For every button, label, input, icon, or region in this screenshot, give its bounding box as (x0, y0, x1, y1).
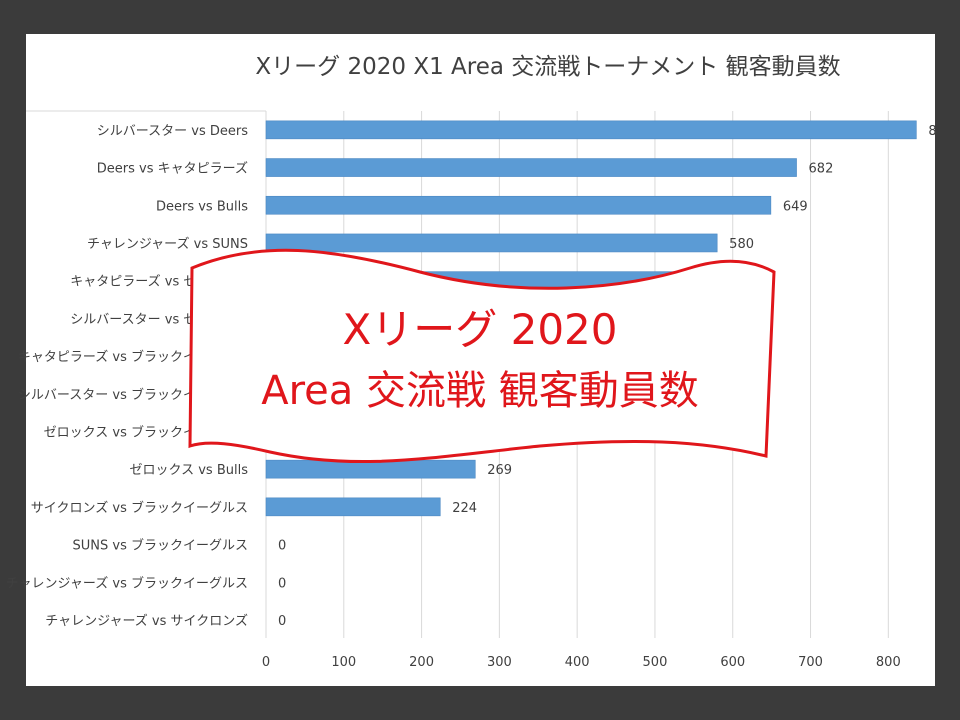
banner-line-2: Area 交流戦 観客動員数 (261, 368, 698, 414)
category-label: サイクロンズ vs ブラックイーグルス (31, 500, 248, 516)
x-tick-label: 500 (643, 655, 668, 670)
data-label: 0 (278, 576, 286, 591)
bar (265, 497, 441, 517)
x-tick-label: 600 (720, 655, 745, 670)
data-label: 0 (278, 614, 286, 629)
banner-line-1: Xリーグ 2020 (342, 305, 617, 354)
x-tick-label: 300 (487, 655, 512, 670)
category-label: Deers vs Bulls (156, 199, 248, 214)
data-label: 269 (487, 463, 512, 478)
data-label: 649 (783, 199, 808, 214)
x-tick-label: 0 (262, 655, 270, 670)
title-banner: Xリーグ 2020 Area 交流戦 観客動員数 (188, 248, 776, 464)
x-tick-label: 100 (331, 655, 356, 670)
category-label: チャレンジャーズ vs SUNS (87, 236, 248, 252)
data-label: 580 (729, 237, 754, 252)
category-label: SUNS vs ブラックイーグルス (73, 538, 248, 554)
bar (265, 195, 772, 215)
x-tick-label: 200 (409, 655, 434, 670)
chart-title: Xリーグ 2020 X1 Area 交流戦トーナメント 観客動員数 (255, 54, 840, 80)
banner-shape (188, 248, 776, 464)
category-label: Deers vs キャタピラーズ (97, 161, 248, 177)
x-tick-label: 700 (798, 655, 823, 670)
category-label: シルバースター vs Deers (97, 124, 248, 139)
data-label: 224 (452, 501, 477, 516)
bar (265, 158, 797, 177)
category-label: チャレンジャーズ vs サイクロンズ (45, 613, 248, 629)
bar (265, 120, 917, 140)
category-label: ゼロックス vs Bulls (130, 463, 249, 478)
data-labels: 8682649580545269224000 (278, 124, 937, 629)
x-tick-label: 400 (565, 655, 590, 670)
x-axis-ticks: 0 100 200 300 400 500 600 700 800 (262, 655, 901, 670)
data-label: 682 (809, 162, 834, 177)
bar (265, 233, 718, 253)
data-label: 8 (928, 124, 936, 139)
x-tick-label: 800 (876, 655, 901, 670)
data-label: 0 (278, 539, 286, 554)
category-label: チャレンジャーズ vs ブラックイーグルス (6, 575, 248, 591)
